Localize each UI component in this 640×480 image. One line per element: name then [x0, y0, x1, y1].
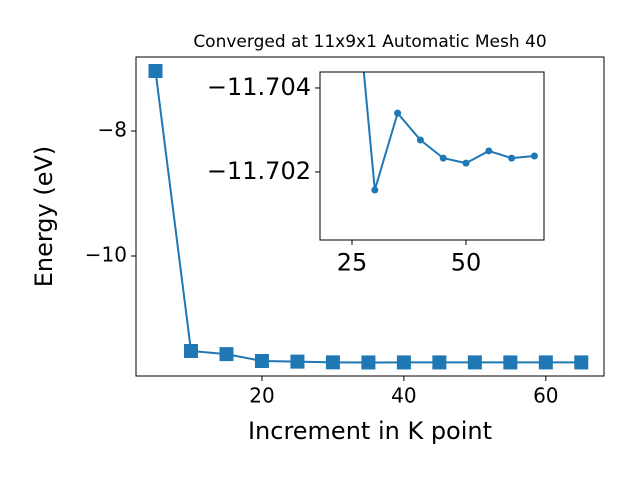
plot-group	[148, 64, 589, 370]
marker	[254, 354, 269, 368]
marker	[432, 355, 447, 370]
marker	[394, 109, 402, 117]
marker	[508, 154, 516, 162]
axes-frame	[319, 71, 545, 241]
marker	[361, 355, 376, 370]
x-axis-label: Increment in K point	[248, 417, 492, 445]
marker	[574, 355, 589, 370]
x-tick-label: 40	[391, 384, 416, 408]
x-tick-label: 60	[533, 384, 558, 408]
marker	[396, 355, 411, 370]
chart-title: Converged at 11x9x1 Automatic Mesh 40	[193, 32, 546, 52]
marker	[219, 347, 234, 362]
x-tick-label: 20	[249, 384, 274, 408]
marker	[467, 355, 482, 370]
marker	[530, 152, 538, 160]
marker	[416, 136, 424, 144]
marker	[462, 159, 470, 167]
marker	[371, 186, 379, 194]
axes-frame	[135, 56, 605, 377]
marker	[439, 154, 447, 162]
marker	[183, 344, 198, 358]
marker	[538, 355, 553, 370]
marker	[485, 147, 493, 155]
y-axis-label: Energy (eV)	[30, 146, 58, 288]
y-tick-label: −11.704	[207, 73, 311, 101]
marker	[325, 355, 340, 370]
marker	[148, 64, 163, 78]
plot-group	[362, 72, 538, 194]
x-tick-label: 25	[337, 248, 368, 276]
y-tick-label: −8	[98, 118, 127, 142]
y-tick-label: −10	[85, 243, 127, 267]
marker	[503, 355, 518, 370]
y-tick-label: −11.702	[207, 157, 311, 185]
x-tick-label: 50	[451, 248, 482, 276]
marker	[290, 354, 305, 369]
